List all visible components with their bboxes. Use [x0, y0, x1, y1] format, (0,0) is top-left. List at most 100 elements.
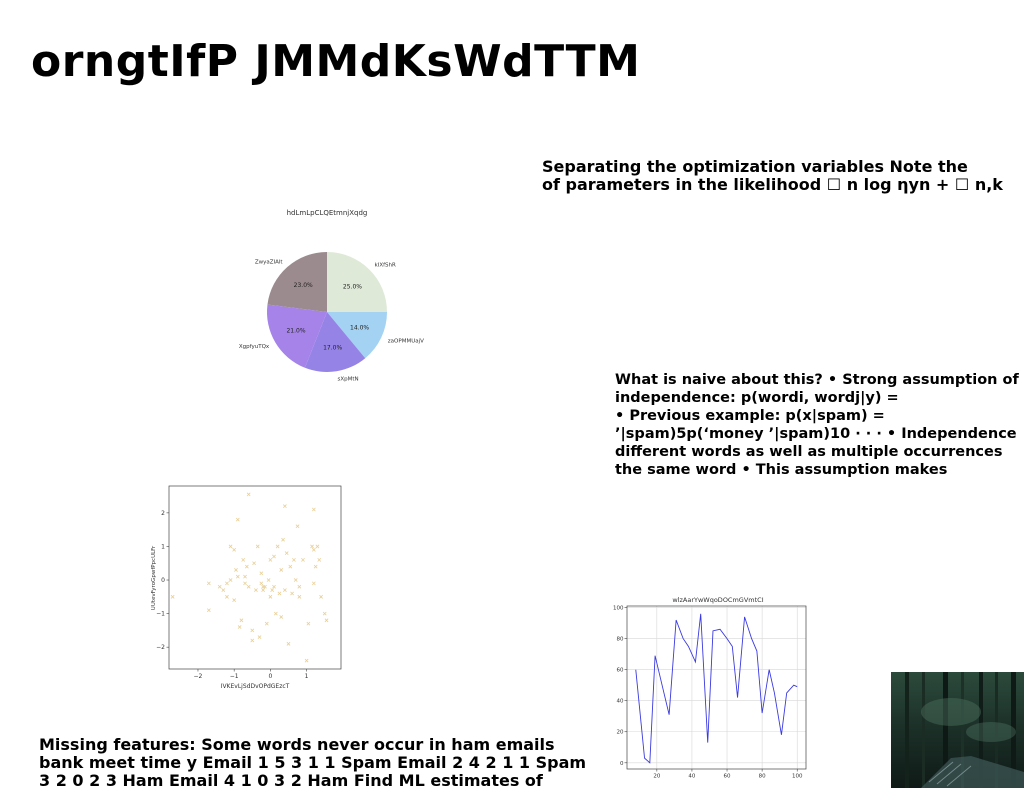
scatter-point	[225, 581, 229, 586]
scatter-point	[290, 591, 294, 596]
pie-slice-percent: 25.0%	[343, 284, 362, 291]
scatter-xtick-label: −1	[230, 673, 239, 680]
text-line: Separating the optimization variables No…	[542, 157, 968, 176]
scatter-point	[311, 581, 316, 586]
line-ytick-label: 100	[613, 606, 624, 612]
pie-slice-label: zaOPMMUajV	[388, 339, 424, 345]
scatter-axes-frame	[168, 485, 342, 670]
scatter-point	[273, 611, 278, 616]
scatter-point	[292, 557, 296, 562]
line-chart: wlzAarYwWqoDOCmGVmtCI 20 40 60 80 100 0 20 40 60…	[613, 596, 807, 780]
line-xtick-label: 80	[759, 774, 766, 780]
scatter-point	[279, 615, 284, 619]
scatter-xlabel: IVKEvLjSdDvOPdGEzcT	[221, 683, 290, 690]
scatter-point	[319, 594, 323, 599]
scatter-xtick-label: 1	[305, 673, 309, 680]
scatter-point	[297, 584, 302, 589]
bottom-left-text: Missing features: Some words never occur…	[39, 736, 586, 790]
pie-slice-label: ZwyaZIAlt	[255, 260, 284, 266]
scatter-point	[257, 635, 262, 639]
pie-chart: hdLmLpCLQEtmnjXqdg 25.0% kIXfShR 14.0% zaOP…	[239, 209, 424, 382]
text-line: of parameters in the likelihood ☐ n log …	[542, 175, 1003, 194]
scatter-point	[286, 641, 291, 646]
scatter-point	[281, 537, 285, 542]
text-line: Missing features: Some words never occur…	[39, 735, 555, 754]
scatter-point	[246, 492, 251, 497]
scatter-point	[311, 507, 316, 512]
scatter-point	[295, 524, 300, 529]
scatter-point	[324, 618, 329, 623]
scatter-point	[255, 544, 260, 549]
scatter-point	[170, 594, 175, 599]
line-ytick-label: 60	[617, 668, 624, 674]
text-line: the same word • This assumption makes	[615, 462, 948, 478]
scatter-ytick-label: −2	[156, 644, 165, 651]
scatter-point	[272, 584, 276, 589]
pie-slice-percent: 23.0%	[294, 282, 313, 289]
slide-title: orngtIfP JMMdKsWdTTM	[31, 36, 641, 87]
scatter-point	[272, 554, 276, 559]
scatter-point	[228, 578, 233, 582]
scatter-point	[252, 561, 256, 566]
top-right-text: Separating the optimization variables No…	[542, 158, 1003, 194]
scatter-point	[310, 544, 314, 549]
scatter-point	[243, 581, 247, 586]
pie-slice-label: kIXfShR	[375, 262, 396, 268]
scatter-point	[206, 581, 211, 586]
scatter-point	[234, 568, 238, 572]
scatter-point	[241, 557, 246, 562]
scatter-point	[279, 568, 284, 572]
text-line: 3 2 0 2 3 Ham Email 4 1 0 3 2 Ham Find M…	[39, 771, 543, 790]
scatter-point	[306, 621, 311, 626]
scatter-ytick-label: −1	[156, 611, 165, 618]
scatter-chart: −2 −1 0 1 −2 −1 0 1 2 IVKEvLjSdDvOPdGEzcT UUtevF…	[151, 485, 342, 690]
text-line: independence: p(wordi, wordj|y) =	[615, 390, 899, 406]
line-ytick-label: 40	[617, 699, 624, 705]
text-line: bank meet time y Email 1 5 3 1 1 Spam Em…	[39, 753, 587, 772]
line-xtick-label: 60	[724, 774, 731, 780]
scatter-ytick-label: 1	[161, 543, 165, 550]
scatter-point	[277, 591, 282, 596]
scatter-ytick-label: 0	[161, 577, 165, 584]
scatter-point	[243, 574, 247, 579]
pie-slice-label: XgpfyuTQx	[239, 344, 270, 350]
scatter-point	[239, 618, 244, 623]
scatter-point	[270, 588, 275, 592]
scatter-point	[254, 588, 258, 592]
scatter-point	[317, 557, 322, 562]
line-xtick-label: 20	[653, 774, 660, 780]
mid-right-text: What is naive about this? • Strong assum…	[615, 371, 1019, 479]
scatter-point	[232, 598, 237, 603]
line-ytick-label: 0	[620, 761, 624, 767]
scatter-point	[315, 544, 320, 549]
scatter-point	[250, 628, 255, 633]
scatter-point	[206, 608, 211, 613]
scatter-xtick-label: 0	[268, 673, 272, 680]
text-line: • Previous example: p(x|spam) =	[615, 408, 885, 424]
scatter-point	[232, 547, 237, 552]
text-line: What is naive about this? • Strong assum…	[615, 372, 1019, 388]
pie-slice	[327, 252, 387, 312]
pie-slice-percent: 17.0%	[323, 345, 342, 352]
scatter-point	[311, 547, 316, 552]
pie-slice-percent: 21.0%	[286, 327, 305, 334]
scatter-point	[261, 588, 266, 592]
line-axes-frame	[626, 605, 807, 770]
scatter-point	[235, 517, 240, 522]
scatter-point	[282, 588, 287, 592]
scatter-point	[293, 578, 298, 582]
scatter-point	[261, 584, 266, 589]
scatter-point	[246, 584, 251, 589]
forest-photo	[891, 672, 1024, 788]
pie-slice	[267, 252, 327, 312]
text-line: different words as well as multiple occu…	[615, 444, 1003, 460]
scatter-point	[259, 581, 264, 586]
scatter-point	[217, 584, 222, 589]
scatter-xtick-label: −2	[194, 673, 203, 680]
pie-title: hdLmLpCLQEtmnjXqdg	[287, 209, 368, 217]
scatter-point	[282, 504, 287, 509]
scatter-point	[268, 557, 273, 562]
scatter-point	[250, 638, 255, 643]
text-line: ’|spam)5p(‘money ’|spam)10 · · · • Indep…	[615, 426, 1017, 442]
line-xtick-label: 100	[792, 774, 803, 780]
